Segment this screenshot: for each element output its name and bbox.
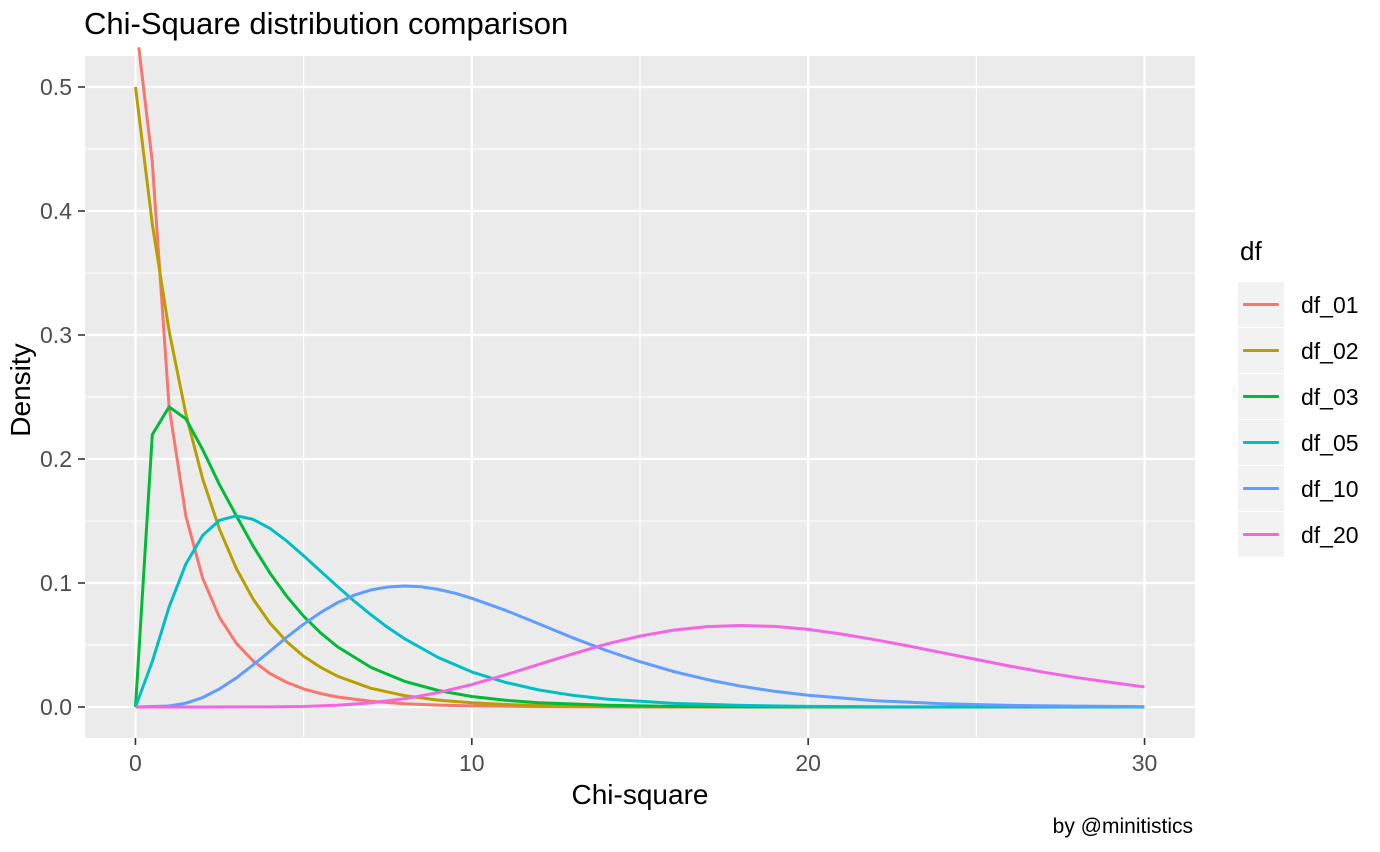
legend-key — [1238, 512, 1284, 558]
y-tick-label: 0.2 — [40, 446, 72, 472]
legend-line-swatch — [1243, 441, 1279, 444]
series-line-df_20 — [135, 624, 1145, 709]
legend-item-df_02: df_02 — [1238, 328, 1380, 374]
x-tick-label: 0 — [129, 750, 142, 776]
legend-label: df_01 — [1301, 291, 1359, 318]
y-tick-label: 0.5 — [40, 74, 72, 100]
series-group — [134, 47, 1145, 709]
y-tick-label: 0.0 — [40, 694, 72, 720]
legend-line-swatch — [1243, 349, 1279, 352]
legend-item-df_01: df_01 — [1238, 282, 1380, 328]
y-tick-label: 0.4 — [40, 198, 72, 224]
legend-key — [1238, 466, 1284, 512]
y-tick-label: 0.1 — [40, 570, 72, 596]
legend-line-swatch — [1243, 533, 1279, 536]
legend: df df_01 df_02 df_03 df_05 df_10 df_20 — [1238, 236, 1380, 558]
x-tick-label: 10 — [459, 750, 485, 776]
series-line-df_10 — [135, 584, 1145, 709]
legend-items: df_01 df_02 df_03 df_05 df_10 df_20 — [1238, 282, 1380, 558]
x-axis-title: Chi-square — [571, 779, 709, 810]
x-tick-label: 30 — [1132, 750, 1158, 776]
legend-line-swatch — [1243, 487, 1279, 490]
series-line-df_03 — [134, 405, 1145, 709]
legend-label: df_20 — [1301, 521, 1359, 548]
legend-key — [1238, 374, 1284, 420]
x-tick-label: 20 — [795, 750, 821, 776]
y-tick-label: 0.3 — [40, 322, 72, 348]
legend-key — [1238, 328, 1284, 374]
legend-line-swatch — [1243, 395, 1279, 398]
legend-key — [1238, 282, 1284, 328]
legend-item-df_10: df_10 — [1238, 466, 1380, 512]
legend-line-swatch — [1243, 303, 1279, 306]
chart-title: Chi-Square distribution comparison — [84, 6, 569, 41]
legend-label: df_05 — [1301, 429, 1359, 456]
y-axis-title: Density — [5, 343, 36, 437]
legend-item-df_05: df_05 — [1238, 420, 1380, 466]
legend-title: df — [1240, 236, 1262, 266]
legend-label: df_02 — [1301, 337, 1359, 364]
series-line-df_05 — [134, 514, 1145, 709]
legend-item-df_03: df_03 — [1238, 374, 1380, 420]
legend-key — [1238, 420, 1284, 466]
legend-label: df_03 — [1301, 383, 1359, 410]
legend-item-df_20: df_20 — [1238, 512, 1380, 558]
legend-label: df_10 — [1301, 475, 1359, 502]
caption: by @minitistics — [1052, 815, 1193, 838]
